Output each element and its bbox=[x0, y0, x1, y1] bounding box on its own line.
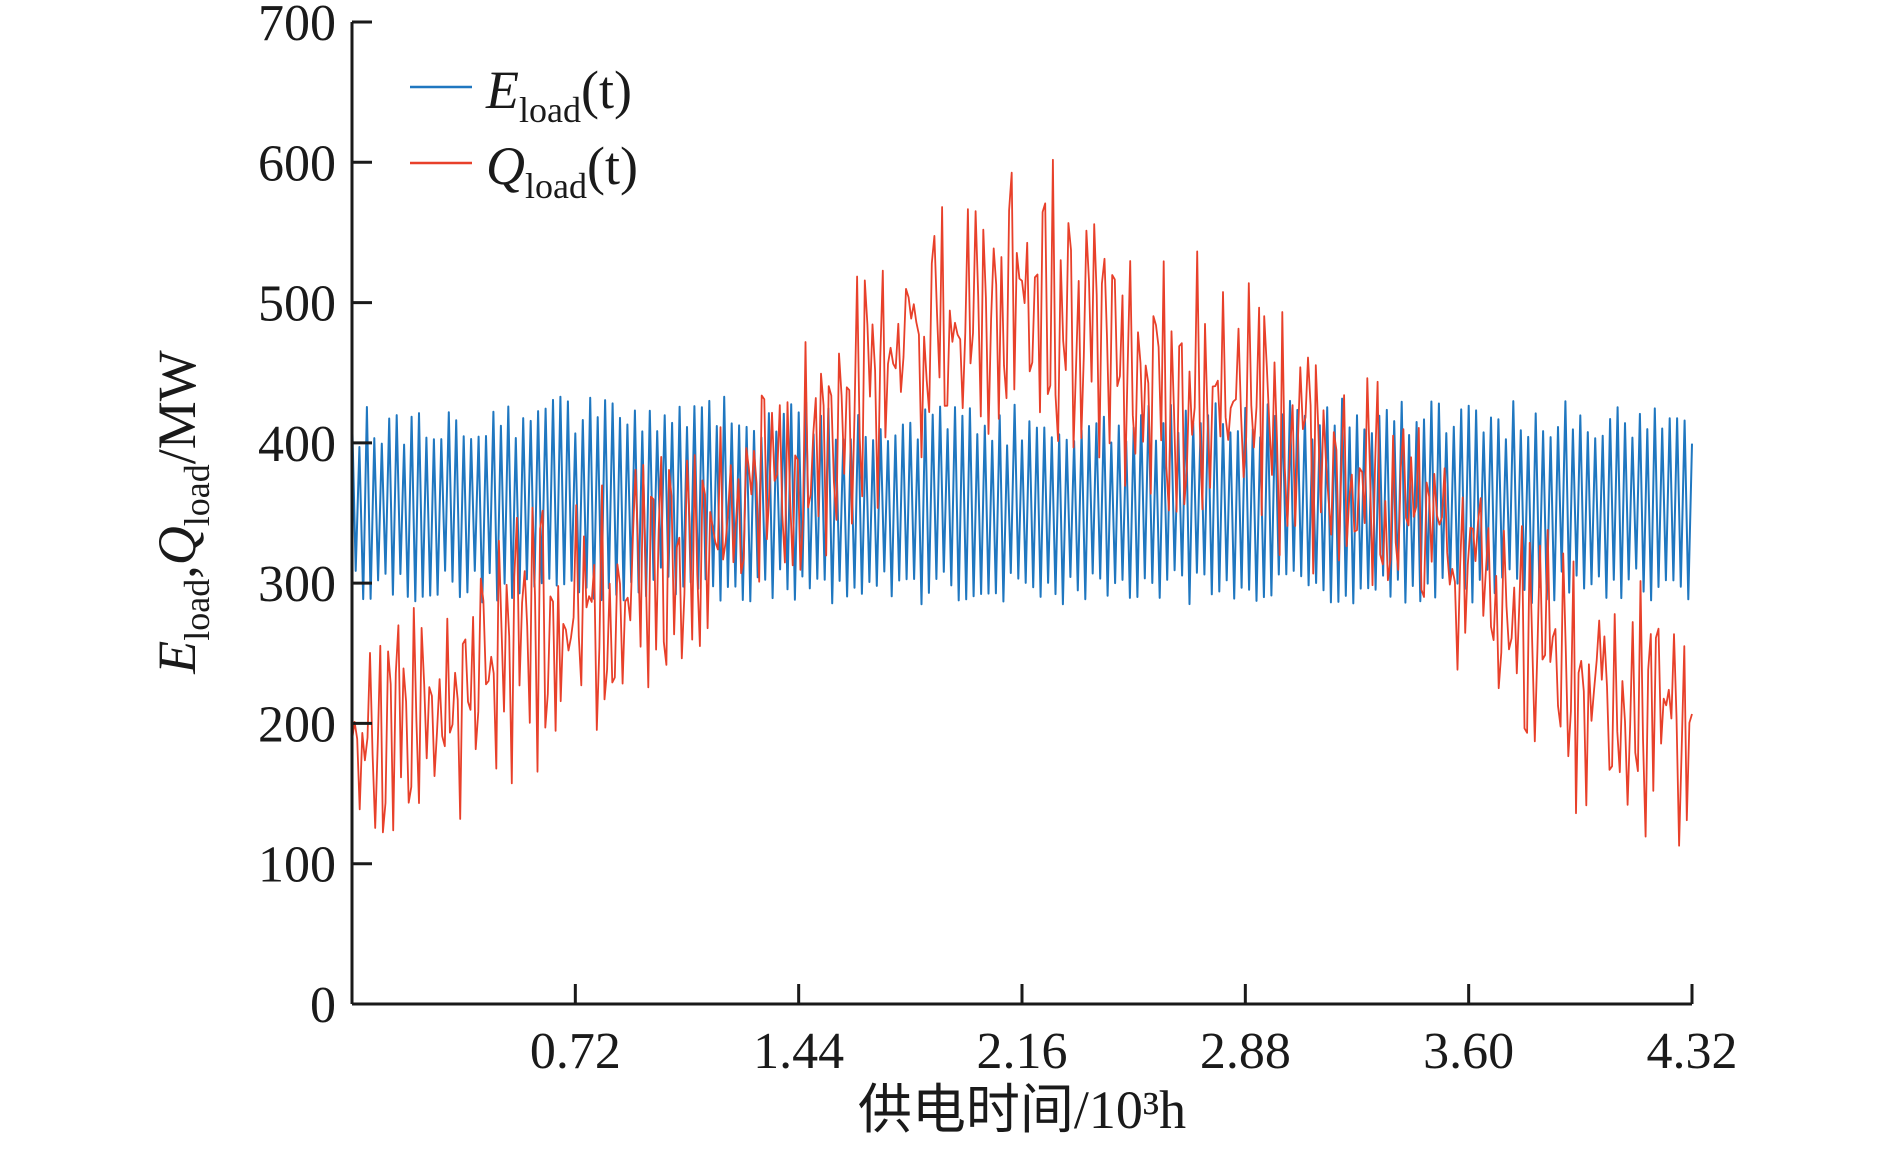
x-tick-label: 0.72 bbox=[530, 1023, 621, 1080]
series-q-load-line bbox=[352, 158, 1693, 847]
series-layer bbox=[352, 158, 1693, 847]
y-tick-label: 500 bbox=[258, 276, 336, 333]
legend-label-q: Qload(t) bbox=[486, 136, 638, 206]
y-tick-label: 600 bbox=[258, 135, 336, 192]
x-tick-label: 4.32 bbox=[1647, 1023, 1738, 1080]
x-tick-label: 1.44 bbox=[753, 1023, 844, 1080]
y-tick-label: 200 bbox=[258, 696, 336, 753]
y-ticks: 0 100 200 300 400 500 600 700 bbox=[258, 0, 372, 1034]
x-tick-label: 3.60 bbox=[1423, 1023, 1514, 1080]
y-tick-label: 300 bbox=[258, 556, 336, 613]
x-tick-label: 2.16 bbox=[977, 1023, 1068, 1080]
y-tick-label: 700 bbox=[258, 0, 336, 52]
y-tick-label: 100 bbox=[258, 837, 336, 894]
y-tick-label: 0 bbox=[310, 977, 336, 1034]
y-axis-title: Eload,Qload/MW bbox=[147, 350, 217, 674]
svg-text:Eload,Qload/MW: Eload,Qload/MW bbox=[147, 350, 217, 674]
y-tick-label: 400 bbox=[258, 416, 336, 473]
legend: Eload(t) Qload(t) bbox=[410, 60, 638, 206]
x-axis-title: 供电时间/10³h bbox=[858, 1080, 1186, 1140]
legend-label-e: Eload(t) bbox=[485, 60, 632, 130]
x-tick-label: 2.88 bbox=[1200, 1023, 1291, 1080]
series-e-load-line bbox=[352, 395, 1693, 606]
x-ticks: 0.72 1.44 2.16 2.88 3.60 4.32 bbox=[530, 984, 1738, 1080]
